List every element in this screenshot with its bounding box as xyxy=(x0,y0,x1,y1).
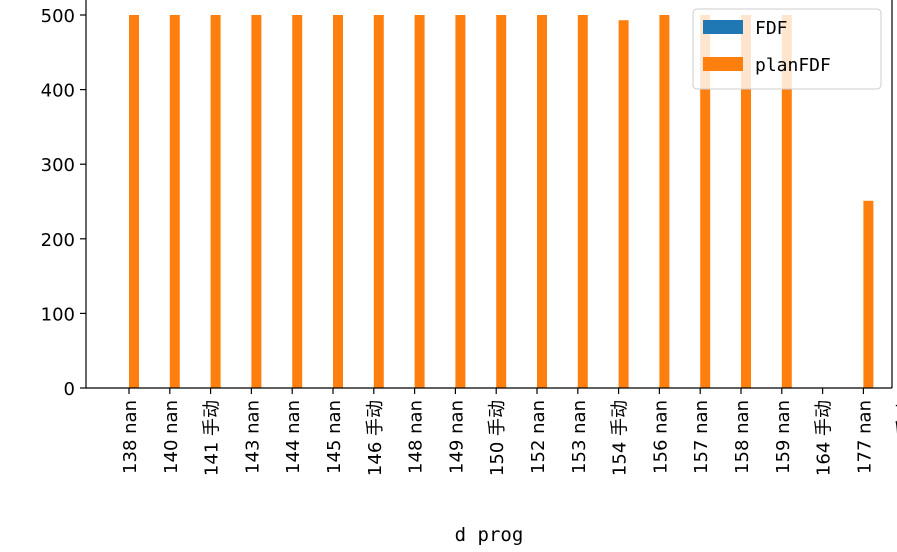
x-tick-label: 148 nan xyxy=(406,400,427,474)
x-tick-label: 150 手动 xyxy=(487,400,508,476)
bar-planfdf-15 xyxy=(741,15,751,388)
legend-label-fdf: FDF xyxy=(755,18,788,39)
x-tick-label: 159 nan xyxy=(773,400,794,474)
x-tick-label: 143 nan xyxy=(242,400,263,474)
axes-group xyxy=(85,0,893,389)
x-tick-label: 158 nan xyxy=(732,400,753,474)
x-axis-label: d prog xyxy=(455,524,524,546)
bar-planfdf-0 xyxy=(129,15,139,388)
bar-planfdf-16 xyxy=(781,15,792,388)
x-tick-label: 138 nan xyxy=(120,400,141,474)
bar-planfdf-14 xyxy=(700,15,711,388)
bar-planfdf-5 xyxy=(333,15,343,388)
legend: FDF planFDF xyxy=(692,8,882,90)
bar-planfdf-11 xyxy=(577,15,588,388)
x-tick-label: 156 nan xyxy=(650,400,671,474)
y-tick-label: 100 xyxy=(41,304,75,325)
x-tick-label: 149 nan xyxy=(446,400,467,474)
x-tick-label: 140 nan xyxy=(161,400,182,474)
bar-planfdf-4 xyxy=(292,15,303,388)
bar-planfdf-12 xyxy=(618,20,629,389)
x-ticks-group: 138 nan 140 nan 141 手动 143 nan 144 nan 145 na… xyxy=(120,388,897,476)
x-tick-label: 144 nan xyxy=(283,400,304,474)
y-ticks-group: 0 100 200 300 400 500 xyxy=(41,6,86,400)
bar-planfdf-13 xyxy=(659,15,670,388)
bar-planfdf-18 xyxy=(863,200,874,388)
x-tick-label: 164 手动 xyxy=(814,400,835,476)
y-tick-label: 400 xyxy=(41,81,75,102)
y-tick-label: 200 xyxy=(41,230,75,251)
bar-planfdf-8 xyxy=(455,15,466,388)
x-tick-label: 146 手动 xyxy=(365,400,386,476)
bar-planfdf-2 xyxy=(210,15,221,388)
bar-planfdf-6 xyxy=(373,15,384,388)
bar-planfdf-3 xyxy=(251,15,262,388)
bar-planfdf-9 xyxy=(496,15,507,388)
bars-group xyxy=(129,15,874,389)
y-tick-label: 300 xyxy=(41,155,75,176)
legend-swatch-fdf xyxy=(703,20,743,34)
x-tick-label: 152 nan xyxy=(528,400,549,474)
x-tick-label: 178 手动 xyxy=(895,400,897,476)
bar-planfdf-1 xyxy=(169,15,180,388)
x-tick-label: 141 手动 xyxy=(202,400,223,476)
bar-planfdf-7 xyxy=(414,15,425,388)
x-tick-label: 157 nan xyxy=(691,400,712,474)
x-tick-label: 177 nan xyxy=(854,400,875,474)
x-tick-label: 153 nan xyxy=(569,400,590,474)
y-tick-label: 0 xyxy=(64,379,75,400)
bar-planfdf-10 xyxy=(537,15,547,388)
legend-swatch-planfdf xyxy=(703,57,743,71)
x-tick-label: 154 手动 xyxy=(610,400,631,476)
legend-label-planfdf: planFDF xyxy=(755,55,831,76)
x-tick-label: 145 nan xyxy=(324,400,345,474)
y-tick-label: 500 xyxy=(41,6,75,27)
